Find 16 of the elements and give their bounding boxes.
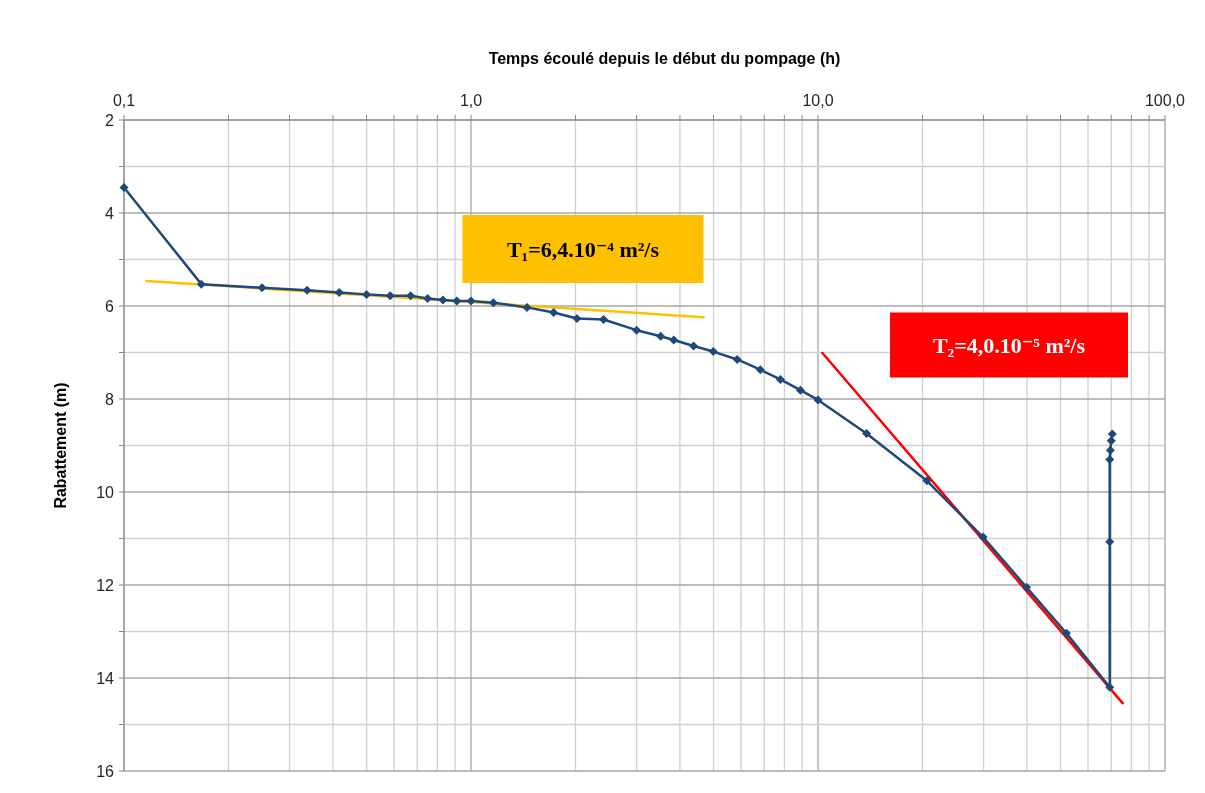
annotation: T₁=6,4.10⁻⁴ m²/s bbox=[506, 237, 660, 262]
x-tick-label: 10,0 bbox=[802, 92, 834, 109]
x-tick-label: 100,0 bbox=[1144, 92, 1186, 109]
y-tick-label: 16 bbox=[96, 763, 115, 780]
y-tick-label: 14 bbox=[96, 670, 115, 687]
y-tick-label: 12 bbox=[96, 577, 115, 594]
x-axis-title: Temps écoulé depuis le début du pompage (h) bbox=[488, 50, 841, 67]
x-tick-label: 0,1 bbox=[112, 92, 136, 109]
y-tick-label: 10 bbox=[96, 484, 115, 501]
x-tick-label: 1,0 bbox=[459, 92, 483, 109]
y-tick-label: 4 bbox=[105, 205, 115, 222]
y-tick-label: 2 bbox=[105, 112, 115, 129]
y-tick-label: 8 bbox=[105, 391, 115, 408]
y-axis-title: Rabattement (m) bbox=[52, 382, 69, 509]
y-tick-label: 6 bbox=[105, 298, 115, 315]
annotation: T₂=4,0.10⁻⁵ m²/s bbox=[932, 333, 1086, 358]
